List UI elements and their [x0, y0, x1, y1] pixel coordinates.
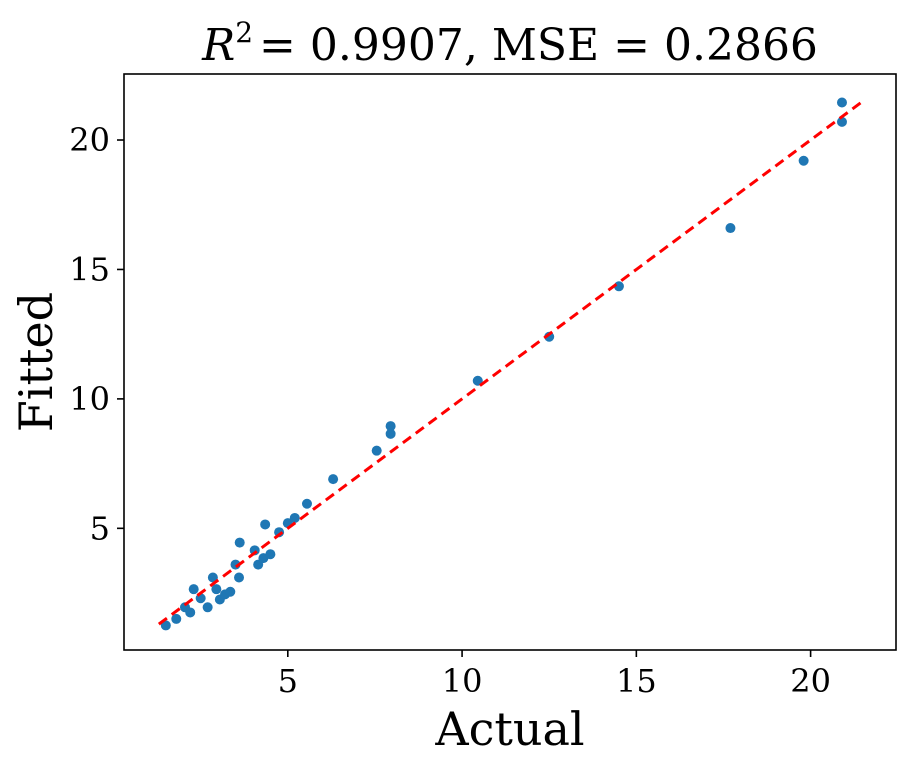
y-tick-label: 10 — [69, 380, 110, 418]
data-point — [234, 572, 245, 583]
y-tick-label: 15 — [69, 250, 110, 288]
data-point — [385, 421, 396, 432]
y-axis-ticks: 5 10 15 20 — [69, 121, 124, 547]
data-point — [188, 584, 199, 595]
data-point — [234, 537, 245, 548]
data-point — [265, 549, 276, 560]
title-r-exponent: 2 — [235, 16, 253, 49]
reference-line — [157, 99, 864, 626]
data-point — [328, 474, 339, 485]
y-tick-label: 5 — [90, 509, 110, 547]
x-tick-label: 15 — [616, 662, 657, 700]
x-tick-label: 10 — [442, 662, 483, 700]
data-point — [725, 223, 736, 234]
data-point — [225, 586, 236, 597]
x-axis-ticks: 5 10 15 20 — [278, 650, 831, 700]
title-r-symbol: R — [201, 20, 235, 71]
y-tick-label: 20 — [69, 121, 110, 159]
data-point — [171, 613, 182, 624]
chart-title: R2 = 0.9907, MSE = 0.2866 — [201, 16, 818, 71]
data-point — [385, 428, 396, 439]
data-point — [472, 375, 483, 386]
x-axis-label: Actual — [434, 702, 584, 756]
data-point — [260, 519, 271, 530]
data-point — [185, 607, 196, 618]
y-axis-label: Fitted — [9, 292, 63, 432]
data-point — [211, 584, 222, 595]
data-point — [836, 116, 847, 127]
data-point — [207, 572, 218, 583]
data-point — [202, 602, 213, 613]
data-point — [301, 498, 312, 509]
data-point — [613, 281, 624, 292]
data-point — [798, 155, 809, 166]
data-point — [371, 445, 382, 456]
data-point — [289, 512, 300, 523]
title-text: = 0.9907, MSE = 0.2866 — [259, 20, 818, 71]
x-tick-label: 5 — [278, 662, 298, 700]
data-point — [160, 620, 171, 631]
x-tick-label: 20 — [790, 662, 831, 700]
data-point — [836, 97, 847, 108]
